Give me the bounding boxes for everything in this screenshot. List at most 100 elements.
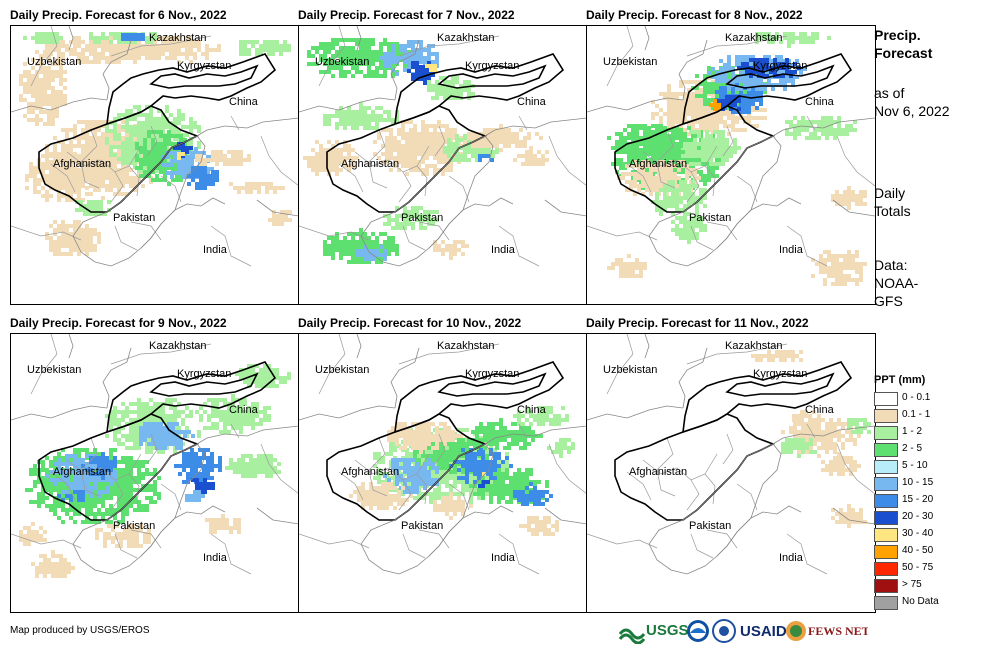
precip-cell — [467, 92, 471, 96]
precip-cell — [121, 40, 125, 44]
precip-cell — [621, 172, 625, 176]
precip-cell — [367, 257, 371, 261]
precip-cell — [125, 48, 129, 52]
precip-cell — [113, 406, 117, 410]
precip-cell — [335, 236, 339, 240]
precip-cell — [391, 56, 395, 60]
precip-cell — [319, 70, 323, 74]
precip-cell — [635, 258, 639, 262]
precip-cell — [43, 54, 47, 58]
precip-cell — [629, 184, 633, 188]
precip-cell — [83, 208, 87, 212]
precip-cell — [101, 504, 105, 508]
precip-cell — [387, 248, 391, 252]
precip-cell — [101, 144, 105, 148]
precip-cell — [359, 58, 363, 62]
precip-cell — [743, 59, 747, 63]
precip-cell — [57, 236, 61, 240]
precip-cell — [323, 118, 327, 122]
precip-cell — [255, 48, 259, 52]
precip-cell — [667, 188, 671, 192]
precip-cell — [57, 182, 61, 186]
precip-cell — [841, 128, 845, 132]
precip-cell — [97, 152, 101, 156]
precip-cell — [855, 250, 859, 254]
precip-cell — [763, 32, 767, 36]
precip-cell — [49, 488, 53, 492]
precip-cell — [363, 249, 367, 253]
precip-cell — [751, 94, 755, 98]
precip-cell — [459, 154, 463, 158]
precip-cell — [327, 58, 331, 62]
precip-cell — [405, 144, 409, 148]
precip-cell — [85, 486, 89, 490]
precip-cell — [323, 164, 327, 168]
precip-cell — [417, 140, 421, 144]
precip-cell — [149, 32, 153, 36]
precip-cell — [381, 152, 385, 156]
precip-cell — [355, 118, 359, 122]
precip-cell — [707, 178, 711, 182]
precip-cell — [219, 158, 223, 162]
precip-cell — [151, 170, 155, 174]
precip-cell — [665, 164, 669, 168]
precip-cell — [511, 136, 515, 140]
precip-cell — [659, 208, 663, 212]
precip-cell — [65, 470, 69, 474]
precip-cell — [129, 402, 133, 406]
precip-cell — [61, 470, 65, 474]
precip-cell — [687, 212, 691, 216]
precip-cell — [407, 214, 411, 218]
precip-cell — [467, 132, 471, 136]
precip-cell — [170, 151, 174, 155]
precip-cell — [125, 40, 129, 44]
precip-cell — [675, 208, 679, 212]
precip-cell — [163, 174, 167, 178]
precip-cell — [170, 175, 174, 179]
precip-cell — [163, 146, 167, 150]
precip-cell — [129, 33, 133, 37]
precip-cell — [393, 148, 397, 152]
precip-cell — [231, 154, 235, 158]
precip-cell — [85, 474, 89, 478]
precip-cell — [245, 182, 249, 186]
precip-cell — [675, 92, 679, 96]
province-boundary — [354, 145, 430, 173]
precip-cell — [815, 262, 819, 266]
precip-cell — [189, 141, 193, 145]
precip-cell — [675, 204, 679, 208]
precip-cell — [759, 116, 763, 120]
precip-cell — [339, 168, 343, 172]
precip-cell — [37, 190, 41, 194]
country-border-border3 — [390, 39, 420, 101]
precip-cell — [347, 248, 351, 252]
precip-cell — [97, 52, 101, 56]
precip-cell — [105, 144, 109, 148]
precip-cell — [89, 172, 93, 176]
precip-cell — [631, 132, 635, 136]
precip-cell — [843, 198, 847, 202]
precip-cell — [387, 236, 391, 240]
precip-cell — [113, 448, 117, 452]
precip-cell — [145, 48, 149, 52]
precip-cell — [427, 84, 431, 88]
precip-cell — [77, 482, 81, 486]
precip-cell — [177, 121, 181, 125]
precip-cell — [523, 136, 527, 140]
precip-cell — [639, 270, 643, 274]
precip-cell — [815, 32, 819, 36]
precip-cell — [747, 116, 751, 120]
precip-cell — [483, 128, 487, 132]
precip-cell — [141, 48, 145, 52]
map-label-kyrgyzstan: Kyrgyzstan — [465, 60, 520, 72]
precip-cell — [607, 136, 611, 140]
precip-cell — [97, 36, 101, 40]
precip-cell — [645, 184, 649, 188]
precip-cell — [178, 167, 182, 171]
precip-cell — [23, 82, 27, 86]
precip-cell — [173, 48, 177, 52]
precip-cell — [113, 125, 117, 129]
precip-cell — [151, 158, 155, 162]
precip-cell — [425, 132, 429, 136]
precip-cell — [343, 46, 347, 50]
